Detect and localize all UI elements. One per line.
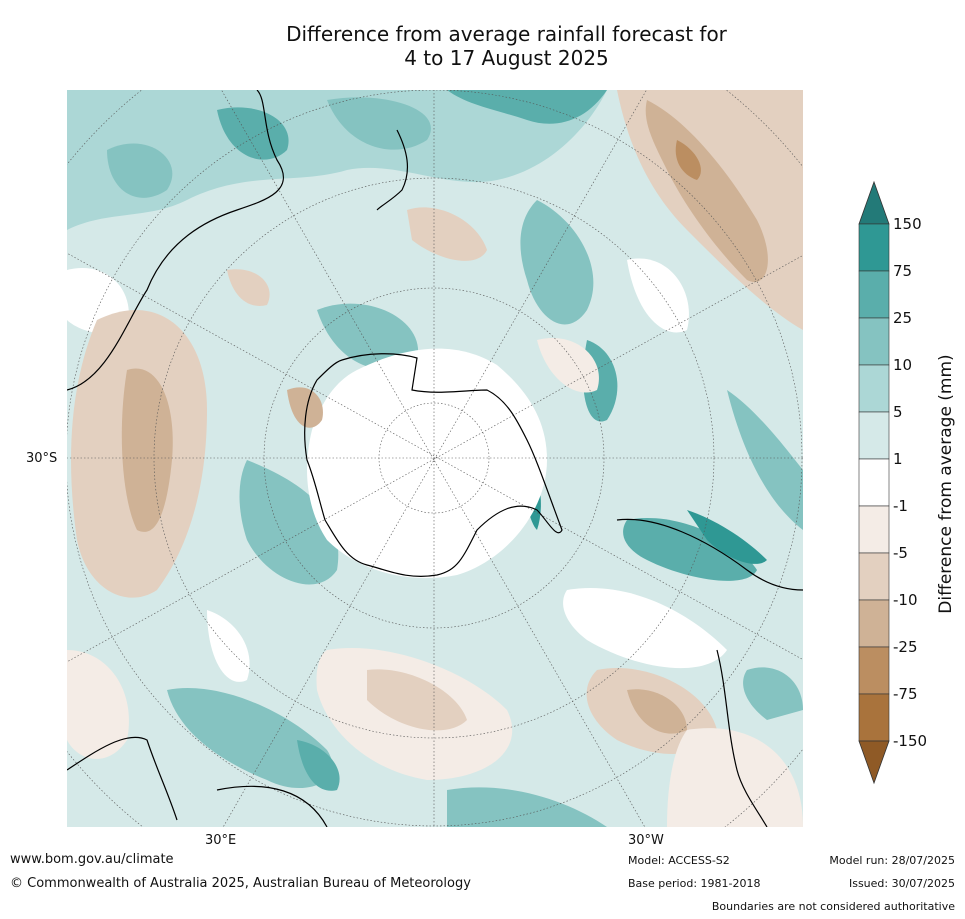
colorbar-band	[858, 693, 890, 742]
south-america-coast	[616, 518, 803, 591]
colorbar-band	[858, 411, 890, 460]
colorbar-band	[858, 599, 890, 648]
colorbar-swatches	[858, 180, 890, 785]
rainfall-anomaly-map	[67, 90, 803, 827]
issued-date: Issued: 30/07/2025	[848, 877, 955, 890]
colorbar-arrow-bottom	[858, 740, 890, 785]
africa-coast	[67, 736, 178, 821]
map-canvas	[67, 90, 803, 827]
colorbar-tick-label: -5	[893, 544, 908, 562]
antarctica-coast	[304, 353, 563, 577]
colorbar-tick-label: -75	[893, 685, 918, 703]
australia-coast	[67, 90, 284, 391]
colorbar-tick-label: 25	[893, 309, 913, 327]
colorbar-tick-label: 10	[893, 356, 913, 374]
colorbar-tick-label: -150	[893, 732, 928, 750]
title-line-2: 4 to 17 August 2025	[404, 46, 609, 70]
colorbar-tick-label: -1	[893, 497, 908, 515]
lat-label-30s: 30°S	[26, 451, 58, 466]
graticule	[67, 90, 803, 827]
colorbar-tick-label: -25	[893, 638, 918, 656]
new-zealand-coast	[376, 129, 408, 211]
southern-africa-coast	[216, 785, 328, 827]
colorbar-band	[858, 364, 890, 413]
model-run-date: Model run: 28/07/2025	[829, 854, 955, 867]
colorbar-band	[858, 505, 890, 554]
colorbar-band	[858, 458, 890, 507]
colorbar-tick-label: 5	[893, 403, 903, 421]
lon-label-30e: 30°E	[205, 833, 237, 848]
boundaries-disclaimer: Boundaries are not considered authoritat…	[711, 900, 955, 913]
website-link[interactable]: www.bom.gov.au/climate	[10, 852, 174, 867]
colorbar-band	[858, 552, 890, 601]
colorbar-tick-label: 150	[893, 215, 922, 233]
colorbar-tick-label: 75	[893, 262, 913, 280]
colorbar-tick-label: 1	[893, 450, 903, 468]
coastlines	[67, 90, 803, 827]
colorbar-title: Difference from average (mm)	[936, 354, 956, 614]
model-name: Model: ACCESS-S2	[628, 854, 730, 867]
colorbar-band	[858, 317, 890, 366]
title-line-1: Difference from average rainfall forecas…	[286, 22, 727, 46]
map-title: Difference from average rainfall forecas…	[0, 22, 965, 70]
colorbar-tick-label: -10	[893, 591, 918, 609]
colorbar-arrow-top	[858, 180, 890, 225]
colorbar-band	[858, 223, 890, 272]
copyright-text: © Commonwealth of Australia 2025, Austra…	[10, 876, 471, 891]
colorbar: 150 75 25 10 5 1 -1 -5 -10 -25 -75 -150	[858, 180, 965, 790]
colorbar-band	[858, 646, 890, 695]
base-period: Base period: 1981-2018	[628, 877, 761, 890]
drier-regions	[67, 90, 803, 827]
lon-label-30w: 30°W	[628, 833, 664, 848]
south-america-east-coast	[716, 649, 768, 827]
colorbar-band	[858, 270, 890, 319]
